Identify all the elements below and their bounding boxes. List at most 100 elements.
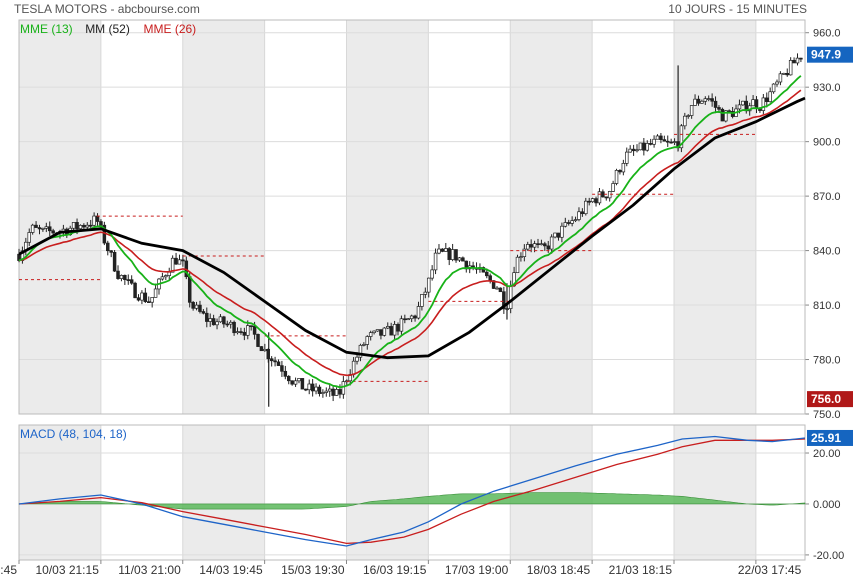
- candle-body: [447, 248, 451, 260]
- macd-last-tag: 25.91: [811, 431, 841, 445]
- candle-body: [51, 230, 55, 234]
- candle-body: [123, 274, 127, 280]
- candle-body: [686, 115, 690, 117]
- candle-body: [457, 257, 462, 261]
- candle-body: [392, 324, 397, 336]
- y-tick-label: 0.000: [813, 499, 841, 511]
- candle-body: [577, 211, 581, 220]
- session-shade: [19, 20, 101, 414]
- candle-body: [372, 330, 376, 334]
- candle-body: [655, 135, 660, 140]
- candle-body: [27, 232, 31, 243]
- candle-body: [522, 248, 527, 257]
- candle-body: [635, 149, 639, 152]
- candle-body: [252, 325, 257, 335]
- candle-body: [413, 315, 417, 319]
- candle-body: [297, 378, 301, 382]
- candle-body: [242, 331, 247, 336]
- candle-body: [358, 344, 363, 358]
- candle-body: [396, 324, 400, 332]
- price-panel: 960.0 930.0 900.0 870.0 840.0 810.0 780.0 750.0…: [17, 19, 853, 421]
- candle-body: [174, 257, 178, 265]
- candle-body: [201, 311, 206, 314]
- candle-body: [543, 243, 547, 247]
- candle-body: [430, 269, 434, 279]
- candle-body: [519, 256, 523, 258]
- candle-body: [771, 83, 776, 93]
- candle-body: [782, 73, 786, 75]
- y-tick-label: 810.0: [813, 300, 841, 312]
- candle-body: [461, 257, 465, 262]
- candle-body: [604, 196, 609, 199]
- candle-body: [515, 256, 520, 274]
- candle-body: [194, 304, 199, 309]
- candle-body: [208, 318, 212, 322]
- candle-body: [642, 142, 646, 151]
- candle-body: [546, 245, 550, 250]
- candle-body: [423, 291, 428, 295]
- candle-body: [269, 358, 274, 362]
- candle-body: [440, 248, 445, 252]
- candle-body: [406, 318, 410, 321]
- candle-body: [34, 224, 38, 228]
- candle-body: [645, 143, 650, 151]
- price-frame: [18, 19, 806, 415]
- candle-body: [625, 151, 629, 164]
- candle-body: [706, 98, 711, 100]
- macd-last-tag-bg: [807, 429, 853, 446]
- macd-legend: MACD (48, 104, 18): [20, 427, 127, 441]
- candle-body: [536, 243, 540, 246]
- x-tick-label: 14/03 19:45: [199, 563, 263, 577]
- candle-body: [792, 59, 796, 64]
- candle-body: [710, 98, 714, 102]
- candle-body: [560, 225, 564, 238]
- candle-body: [307, 383, 311, 391]
- candle-body: [549, 236, 554, 250]
- candle-body: [283, 370, 288, 377]
- candle-body: [92, 215, 96, 226]
- candle-body: [761, 97, 766, 111]
- candle-body: [133, 282, 137, 299]
- y-tick-label: 20.00: [813, 448, 841, 460]
- candle-body: [703, 98, 708, 102]
- session-shade: [346, 425, 429, 560]
- candle-body: [508, 285, 513, 309]
- candle-body: [713, 100, 718, 108]
- candle-body: [88, 224, 93, 227]
- candle-body: [75, 222, 79, 230]
- session-shade: [674, 425, 756, 560]
- candle-body: [235, 331, 240, 334]
- candle-body: [628, 148, 632, 153]
- x-tick-label: 18/03 18:45: [527, 563, 591, 577]
- candle-body: [140, 292, 144, 301]
- low-price-tag: 756.0: [811, 392, 841, 406]
- candle-body: [720, 108, 725, 122]
- candle-body: [334, 389, 339, 396]
- candle-body: [191, 301, 195, 309]
- candle-body: [85, 224, 90, 228]
- candle-body: [126, 279, 131, 281]
- candle-body: [539, 243, 544, 246]
- candle-body: [795, 57, 800, 64]
- session-shade: [19, 425, 101, 560]
- candle-body: [727, 110, 731, 113]
- candle-body: [488, 275, 492, 281]
- candle-body: [232, 321, 236, 334]
- candle-body: [420, 294, 424, 307]
- legend-entry: MM (52): [85, 22, 130, 36]
- candle-body: [109, 250, 113, 253]
- candle-body: [737, 104, 742, 110]
- y-tick-label: 930.0: [813, 82, 841, 94]
- mm52-line: [18, 96, 806, 360]
- candle-body: [362, 344, 366, 346]
- candle-body: [324, 390, 329, 393]
- candle-body: [696, 98, 701, 104]
- candle-body: [693, 98, 697, 106]
- y-tick-label: 780.0: [813, 355, 841, 367]
- y-tick-label: 960.0: [813, 28, 841, 40]
- macd-line: [18, 435, 806, 547]
- candle-body: [263, 348, 267, 352]
- candle-body: [526, 244, 530, 250]
- candle-body: [601, 191, 605, 198]
